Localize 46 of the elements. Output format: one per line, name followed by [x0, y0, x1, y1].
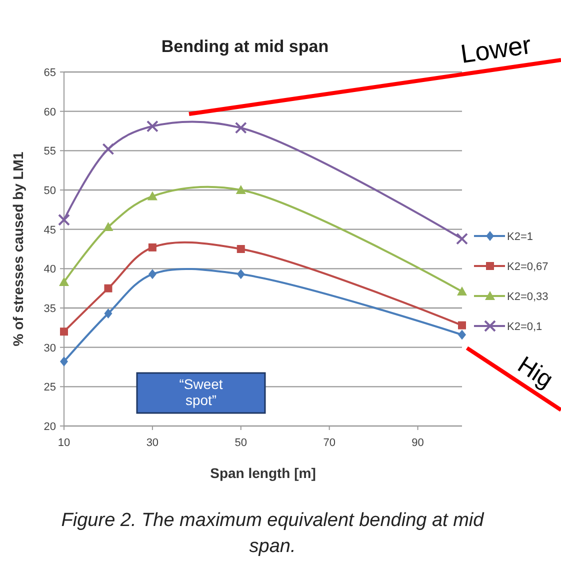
x-tick-label: 10 — [58, 437, 70, 449]
point — [457, 286, 467, 296]
point — [456, 232, 468, 245]
y-tick-label: 45 — [44, 224, 56, 236]
x-tick-label: 50 — [234, 437, 248, 449]
legend-label: K2=0,1 — [507, 321, 542, 333]
point — [148, 269, 156, 280]
x-tick-label: 70 — [323, 437, 336, 449]
y-tick-label: 40 — [44, 264, 56, 276]
point — [458, 330, 466, 340]
point — [234, 122, 247, 134]
text: Hig — [512, 351, 558, 394]
point — [58, 214, 70, 226]
annotation: “Sweet spot” — [179, 376, 223, 408]
point — [60, 328, 68, 336]
y-tick-label: 25 — [44, 382, 56, 394]
y-tick-label: 65 — [44, 67, 56, 79]
y-tick-label: 55 — [44, 146, 56, 158]
point — [102, 143, 114, 156]
point — [104, 308, 112, 319]
y-tick-label: 35 — [44, 303, 56, 315]
point — [59, 277, 69, 286]
chart-title: Bending at mid span — [161, 37, 329, 56]
y-tick-label: 60 — [44, 106, 56, 118]
x-tick-label: 90 — [412, 437, 424, 449]
point — [103, 222, 114, 231]
y-tick-label: 30 — [44, 342, 56, 354]
point — [147, 191, 158, 200]
legend-label: K2=1 — [507, 231, 533, 243]
point — [60, 356, 68, 366]
point — [458, 321, 466, 330]
caption: Figure 2. The maximum equivalent bending at mid span. — [61, 510, 486, 557]
point — [236, 245, 245, 253]
x-tick-label: 30 — [146, 437, 159, 449]
point — [236, 185, 246, 194]
legend-label: K2=0,33 — [507, 291, 548, 303]
y-axis-title: % of stresses caused by LM1 — [10, 152, 26, 346]
point — [104, 284, 112, 292]
point — [236, 269, 245, 280]
point — [146, 120, 158, 132]
text: Lower — [458, 29, 534, 69]
y-tick-label: 20 — [44, 421, 56, 433]
legend-label: K2=0,67 — [507, 261, 548, 273]
point — [148, 243, 156, 252]
y-tick-label: 50 — [44, 185, 56, 197]
x-axis-title: Span length [m] — [210, 465, 316, 481]
